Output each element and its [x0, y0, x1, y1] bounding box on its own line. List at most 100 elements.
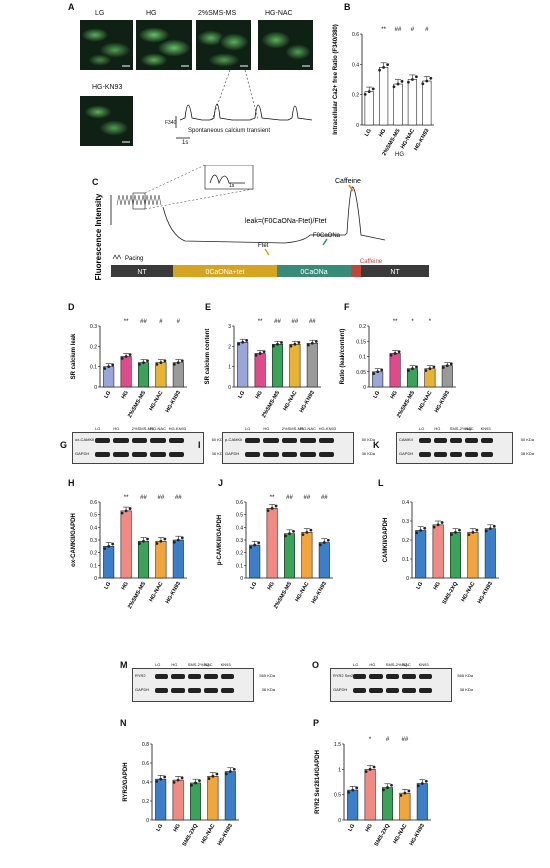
significance-label: ## [395, 27, 402, 33]
significance-label: ** [124, 319, 129, 325]
blot-lane-label: HG-NAC [150, 426, 166, 431]
panel-label-g: G [60, 440, 68, 450]
data-point [262, 350, 266, 354]
blot-kda-label: 38 KDa [261, 687, 275, 692]
blot-band [131, 452, 148, 457]
y-tick-label: 1 [228, 365, 231, 371]
data-point [120, 356, 124, 360]
y-axis-label: Intracellular Ca2+ free Ratio (F340/380) [333, 24, 339, 135]
data-point [128, 507, 132, 510]
significance-label: ## [140, 495, 147, 501]
blot-band [245, 452, 261, 457]
micrograph-group [80, 20, 313, 146]
segment-tet: 0CaONa+tet [205, 269, 244, 276]
bar [103, 546, 115, 579]
blot-band [95, 452, 111, 457]
data-point [128, 353, 132, 357]
y-tick-label: 0.3 [236, 538, 243, 544]
data-point [445, 364, 449, 368]
significance-label: # [411, 27, 415, 33]
data-point [458, 528, 461, 532]
data-point [155, 780, 159, 783]
blot-kda-label: 36 KDa [361, 451, 375, 456]
significance-label: ## [321, 495, 328, 501]
blot-band [220, 674, 234, 679]
y-tick-label: 0.1 [90, 563, 97, 569]
data-point [389, 353, 393, 357]
data-point [390, 783, 393, 787]
data-point [314, 340, 318, 343]
blot-band [434, 452, 447, 457]
data-point [142, 361, 145, 364]
bar [189, 782, 202, 821]
data-point [440, 521, 444, 524]
bar [137, 362, 150, 388]
data-point [163, 537, 167, 541]
y-tick-label: 0.5 [334, 793, 341, 799]
chart-n: RYR2/GAPDH 0 0.2 0.4 0.6 0.8 LG HG SMS-2XQ HG-NAC… [123, 742, 239, 847]
image-label-hg: HG [146, 10, 157, 17]
x-tick-label: HG-NAC [148, 581, 164, 603]
significance-label: ## [402, 737, 409, 743]
data-point [258, 352, 262, 355]
data-point [155, 363, 159, 366]
y-tick-label: 0.2 [359, 324, 366, 330]
chart-c-ftet-label: Ftet [258, 243, 269, 249]
x-tick-label: HG-KN93 [165, 390, 182, 414]
y-tick-label: 0.4 [352, 62, 359, 68]
x-tick-label: HG-KN93 [311, 581, 328, 605]
data-point [211, 774, 215, 778]
data-point [416, 784, 420, 788]
x-tick-label: LG [103, 581, 112, 591]
y-axis-label: ox-CAMKII/GAPDH [71, 513, 77, 567]
data-point [194, 781, 197, 785]
y-tick-label: 0.5 [90, 513, 97, 519]
blot-band [168, 438, 184, 443]
blot-band [150, 452, 166, 457]
y-tick-label: 0.4 [402, 500, 409, 506]
data-point [180, 359, 184, 363]
segment-nt-1: NT [137, 269, 147, 276]
blot-band [263, 438, 279, 443]
blot-lane-label: LG [95, 426, 101, 431]
data-point [142, 539, 145, 543]
y-tick-label: 0.1 [359, 355, 366, 361]
y-tick-label: 0 [146, 818, 149, 824]
western-blot-o: LG HG SMS-2%XQ NAC KN93 RYR2 Ser2814 565 KDa GA… [330, 662, 473, 702]
bar [249, 544, 261, 579]
blot-lane-label: LG [155, 662, 161, 667]
data-point [423, 526, 427, 530]
data-point [180, 536, 184, 540]
blot-lane-label: HG [434, 426, 441, 431]
y-tick-label: 0.4 [90, 525, 97, 531]
blot-row-label: GAPDH [135, 687, 150, 692]
blot-band [155, 674, 169, 679]
blot-band [318, 452, 334, 457]
y-tick-label: 0.6 [236, 500, 243, 506]
significance-label: ** [393, 319, 398, 325]
data-point [190, 783, 193, 787]
data-point [224, 772, 228, 776]
panel-label-f: F [344, 302, 350, 312]
blot-lane-label: SMS-2%XQ [187, 662, 210, 667]
data-point [347, 790, 351, 794]
bar [172, 779, 184, 821]
trace-ylabel: F340 [165, 120, 177, 126]
x-tick-label: SMS-2XQ [442, 580, 460, 605]
panel-label-m: M [120, 660, 128, 670]
data-point [293, 342, 297, 346]
blot-lane-label: HG-KN93 [318, 426, 336, 431]
data-point [368, 767, 372, 771]
blot-band [131, 438, 148, 443]
data-point [103, 547, 107, 551]
blot-row-label: RYR2 Ser2814 [333, 673, 360, 678]
blot-row-label: GAPDH [399, 451, 414, 456]
y-tick-label: 0.2 [402, 538, 409, 544]
data-point [111, 542, 115, 546]
blot-lane-label: HG [263, 426, 270, 431]
data-point [228, 770, 232, 773]
chart-e: SR calcium content 0 1 2 3 LG ** HG ## 2%SMS-MS ##… [205, 319, 321, 419]
blot-band [281, 452, 298, 457]
y-tick-label: 0 [94, 385, 97, 391]
data-point [382, 65, 385, 69]
